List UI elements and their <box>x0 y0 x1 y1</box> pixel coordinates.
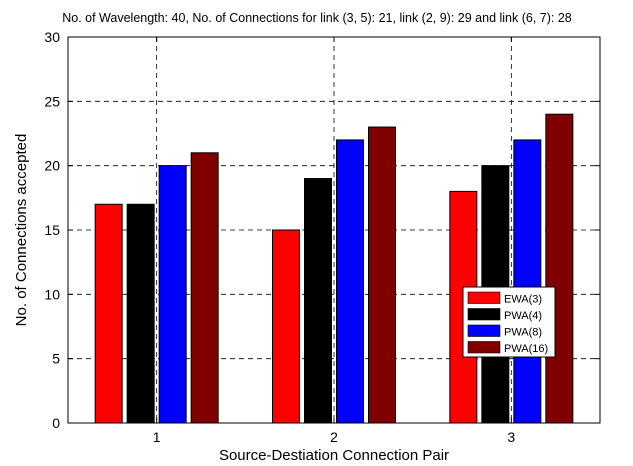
bar-ewa-3--cat-2 <box>272 229 300 424</box>
chart-title: No. of Wavelength: 40, No. of Connection… <box>62 11 572 25</box>
bar-pwa-4--cat-2 <box>304 178 332 424</box>
y-tick-label: 30 <box>44 29 60 45</box>
y-tick-label: 10 <box>44 286 60 302</box>
legend-label: PWA(8) <box>504 327 542 339</box>
legend-swatch-pwa-16- <box>467 341 501 354</box>
x-axis-title: Source-Destiation Connection Pair <box>219 447 449 464</box>
legend-label: PWA(16) <box>504 343 548 355</box>
bar-pwa-16--cat-2 <box>368 126 396 424</box>
y-tick-label: 25 <box>44 93 60 109</box>
bar-pwa-8--cat-3 <box>513 139 542 424</box>
legend-swatch-pwa-4- <box>467 308 501 321</box>
bar-ewa-3--cat-1 <box>94 203 123 424</box>
y-tick-label: 20 <box>44 158 60 174</box>
legend-swatch-ewa-3- <box>467 291 501 304</box>
legend: EWA(3) PWA(4) PWA(8) PWA(16) <box>462 286 556 358</box>
legend-swatch-pwa-8- <box>467 324 501 337</box>
bar-pwa-8--cat-1 <box>158 165 187 424</box>
y-tick-label: 0 <box>52 415 60 431</box>
y-tick-label: 5 <box>52 351 60 367</box>
x-tick-label: 3 <box>507 429 515 445</box>
y-tick-label: 15 <box>44 222 60 238</box>
y-axis-title: No. of Connections accepted <box>13 134 30 327</box>
bar-pwa-16--cat-1 <box>190 152 219 424</box>
bar-pwa-16--cat-3 <box>545 113 574 424</box>
x-tick-label: 2 <box>330 429 338 445</box>
bars <box>94 113 574 424</box>
x-tick-label: 1 <box>153 429 161 445</box>
bar-pwa-4--cat-1 <box>126 203 155 424</box>
axis-ticks: 0 5 10 15 20 25 30 1 2 3 <box>44 29 600 445</box>
legend-label: PWA(4) <box>504 310 542 322</box>
legend-label: EWA(3) <box>504 294 542 306</box>
bar-pwa-8--cat-2 <box>336 139 364 424</box>
